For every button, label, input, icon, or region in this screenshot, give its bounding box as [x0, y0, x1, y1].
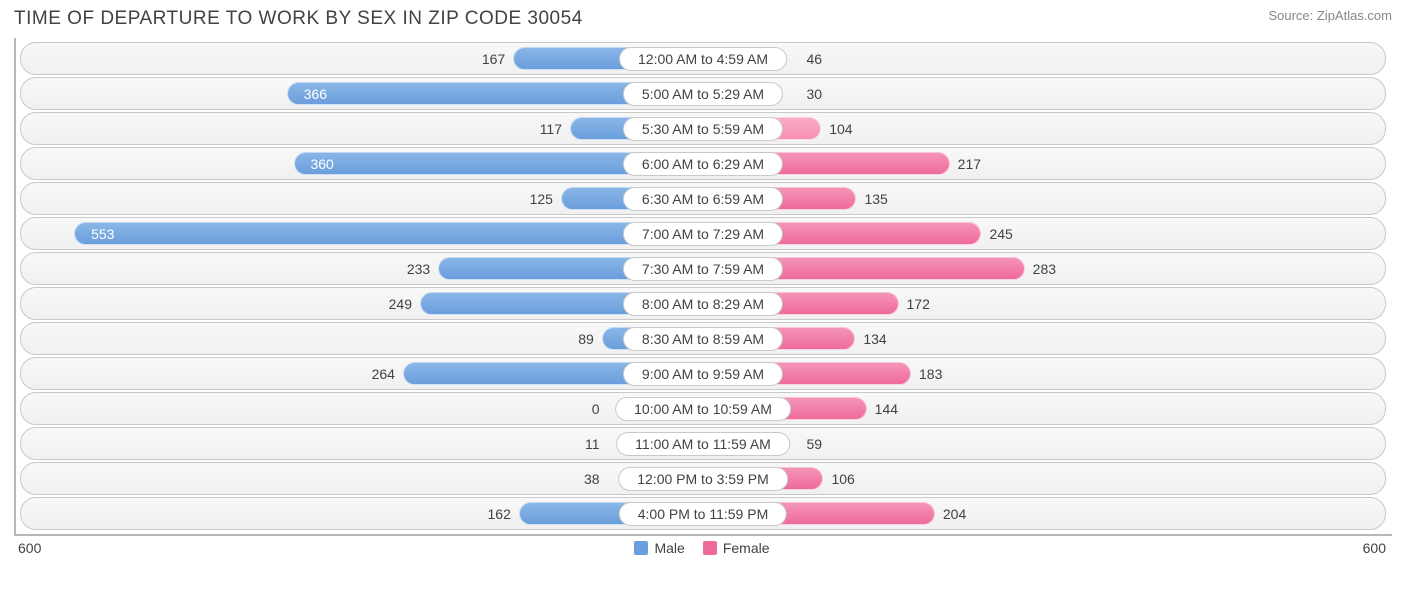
chart-plot-area: 167 46 12:00 AM to 4:59 AM 366 30 5:00 AM to …: [14, 38, 1392, 536]
female-value: 46: [806, 51, 822, 67]
male-value: 553: [91, 226, 114, 242]
category-label: 7:30 AM to 7:59 AM: [623, 257, 783, 281]
axis-left-max: 600: [18, 540, 41, 556]
legend-female-swatch: [703, 541, 717, 555]
male-value: 233: [407, 261, 430, 277]
chart-row: 264 183 9:00 AM to 9:59 AM: [20, 357, 1386, 390]
chart-row: 117 104 5:30 AM to 5:59 AM: [20, 112, 1386, 145]
category-label: 8:30 AM to 8:59 AM: [623, 327, 783, 351]
male-value: 89: [578, 331, 594, 347]
axis-row: 600 Male Female 600: [14, 536, 1392, 556]
chart-row: 38 106 12:00 PM to 3:59 PM: [20, 462, 1386, 495]
category-label: 10:00 AM to 10:59 AM: [615, 397, 791, 421]
legend-female: Female: [703, 540, 770, 556]
male-value: 167: [482, 51, 505, 67]
chart-row: 11 59 11:00 AM to 11:59 AM: [20, 427, 1386, 460]
legend-male: Male: [634, 540, 684, 556]
male-value: 264: [372, 366, 395, 382]
chart-row: 553 245 7:00 AM to 7:29 AM: [20, 217, 1386, 250]
male-value: 366: [304, 86, 327, 102]
female-value: 144: [875, 401, 898, 417]
male-bar: [74, 222, 703, 245]
female-value: 245: [989, 226, 1012, 242]
chart-row: 360 217 6:00 AM to 6:29 AM: [20, 147, 1386, 180]
female-value: 283: [1033, 261, 1056, 277]
female-value: 172: [907, 296, 930, 312]
female-value: 183: [919, 366, 942, 382]
category-label: 6:30 AM to 6:59 AM: [623, 187, 783, 211]
chart-row: 162 204 4:00 PM to 11:59 PM: [20, 497, 1386, 530]
source-site: ZipAtlas.com: [1317, 8, 1392, 23]
category-label: 7:00 AM to 7:29 AM: [623, 222, 783, 246]
chart-row: 366 30 5:00 AM to 5:29 AM: [20, 77, 1386, 110]
category-label: 4:00 PM to 11:59 PM: [619, 502, 787, 526]
female-value: 217: [958, 156, 981, 172]
female-value: 106: [831, 471, 854, 487]
legend-male-label: Male: [654, 540, 684, 556]
female-value: 134: [863, 331, 886, 347]
male-value: 360: [310, 156, 333, 172]
chart-row: 167 46 12:00 AM to 4:59 AM: [20, 42, 1386, 75]
axis-right-max: 600: [1363, 540, 1386, 556]
category-label: 11:00 AM to 11:59 AM: [616, 432, 790, 456]
chart-source: Source: ZipAtlas.com: [1268, 8, 1392, 23]
legend-female-label: Female: [723, 540, 770, 556]
chart-title: TIME OF DEPARTURE TO WORK BY SEX IN ZIP …: [14, 8, 583, 30]
source-label: Source:: [1268, 8, 1316, 23]
category-label: 8:00 AM to 8:29 AM: [623, 292, 783, 316]
male-value: 117: [540, 121, 562, 137]
category-label: 6:00 AM to 6:29 AM: [623, 152, 783, 176]
male-value: 249: [389, 296, 412, 312]
male-value: 162: [488, 506, 511, 522]
chart-row: 249 172 8:00 AM to 8:29 AM: [20, 287, 1386, 320]
chart-row: 233 283 7:30 AM to 7:59 AM: [20, 252, 1386, 285]
female-value: 59: [806, 436, 822, 452]
chart-legend: Male Female: [634, 540, 769, 556]
chart-row: 89 134 8:30 AM to 8:59 AM: [20, 322, 1386, 355]
chart-header: TIME OF DEPARTURE TO WORK BY SEX IN ZIP …: [14, 8, 1392, 30]
category-label: 5:30 AM to 5:59 AM: [623, 117, 783, 141]
chart-row: 125 135 6:30 AM to 6:59 AM: [20, 182, 1386, 215]
male-value: 125: [530, 191, 553, 207]
category-label: 12:00 PM to 3:59 PM: [618, 467, 788, 491]
female-value: 104: [829, 121, 852, 137]
male-value: 11: [585, 436, 600, 452]
female-value: 204: [943, 506, 966, 522]
chart-row: 0 144 10:00 AM to 10:59 AM: [20, 392, 1386, 425]
category-label: 9:00 AM to 9:59 AM: [623, 362, 783, 386]
female-value: 135: [864, 191, 887, 207]
legend-male-swatch: [634, 541, 648, 555]
male-value: 38: [584, 471, 600, 487]
category-label: 5:00 AM to 5:29 AM: [623, 82, 783, 106]
female-value: 30: [806, 86, 822, 102]
category-label: 12:00 AM to 4:59 AM: [619, 47, 787, 71]
male-value: 0: [592, 401, 600, 417]
